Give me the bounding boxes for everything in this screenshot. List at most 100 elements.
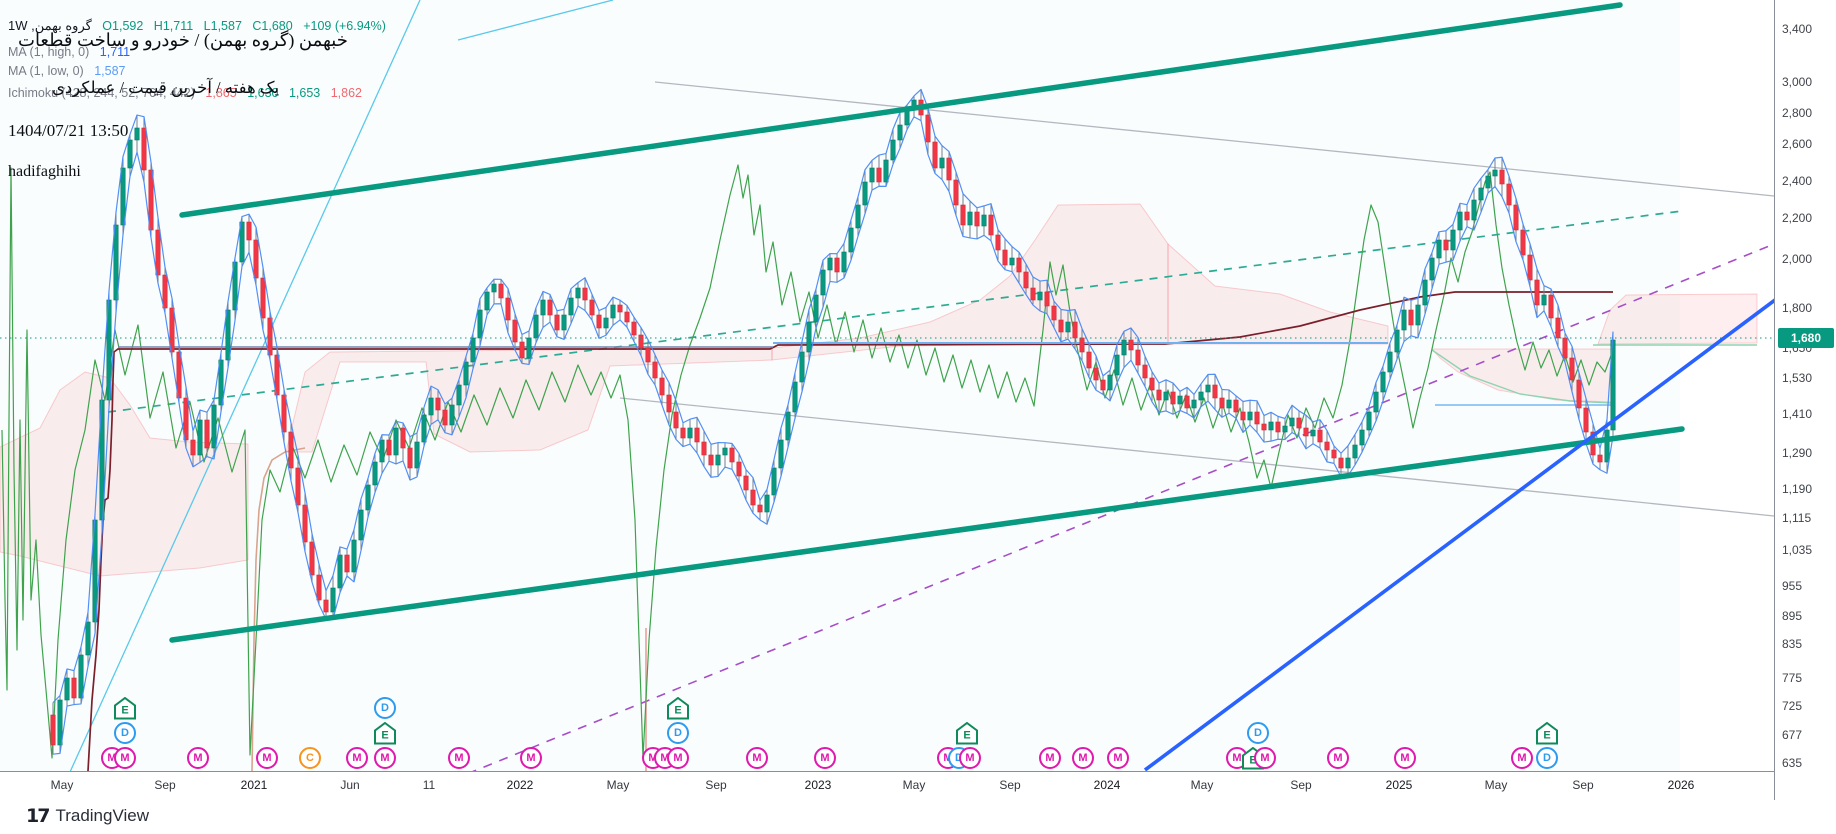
earnings-badge-e[interactable]: E bbox=[1536, 721, 1558, 745]
marker-badge-m[interactable]: M bbox=[346, 747, 368, 769]
candle-up bbox=[211, 404, 217, 449]
marker-badge-c[interactable]: C bbox=[299, 747, 321, 769]
circle-badge-icon: C bbox=[299, 747, 321, 769]
circle-badge-icon: M bbox=[256, 747, 278, 769]
time-tick-month: 11 bbox=[422, 778, 436, 792]
candle-down bbox=[519, 341, 525, 359]
circle-badge-icon: M bbox=[448, 747, 470, 769]
marker-badge-m[interactable]: M bbox=[1511, 747, 1533, 769]
marker-badge-m[interactable]: M bbox=[520, 747, 542, 769]
earnings-badge-e[interactable]: E bbox=[114, 696, 136, 720]
marker-badge-m[interactable]: M bbox=[187, 747, 209, 769]
legend-symbol-row[interactable]: گروه بهمن, 1W O1,592 H1,711 L1,587 C1,68… bbox=[8, 18, 386, 34]
circle-badge-icon: M bbox=[114, 747, 136, 769]
candle-down bbox=[547, 299, 553, 316]
candle-down bbox=[1219, 397, 1225, 409]
candle-down bbox=[953, 179, 959, 206]
marker-badge-m[interactable]: M bbox=[448, 747, 470, 769]
candle-down bbox=[1030, 287, 1036, 301]
candle-up bbox=[1065, 321, 1071, 333]
marker-badge-m[interactable]: M bbox=[814, 747, 836, 769]
candle-down bbox=[1499, 169, 1505, 185]
candle-down bbox=[946, 157, 952, 181]
candle-up bbox=[351, 539, 357, 573]
pentagon-badge-icon: E bbox=[1536, 721, 1558, 745]
dividend-badge-d[interactable]: D bbox=[374, 697, 396, 719]
legend-ma-high-row[interactable]: MA (1, high, 0) 1,711 bbox=[8, 45, 130, 59]
candle-up bbox=[610, 304, 616, 319]
legend-ma-low-row[interactable]: MA (1, low, 0) 1,587 bbox=[8, 64, 126, 78]
candle-down bbox=[680, 427, 686, 439]
candle-down bbox=[1002, 249, 1008, 266]
earnings-badge-e[interactable]: E bbox=[956, 721, 978, 745]
candle-down bbox=[1317, 429, 1323, 443]
time-axis[interactable]: May Sep 2021 Jun 11 2022 May Sep 2023 May Sep 2024 M… bbox=[0, 771, 1774, 802]
candle-down bbox=[666, 394, 672, 413]
marker-badge-m[interactable]: M bbox=[1039, 747, 1061, 769]
candle-down bbox=[141, 127, 147, 171]
circle-badge-icon: D bbox=[114, 722, 136, 744]
candle-up bbox=[1604, 429, 1610, 463]
candle-down bbox=[743, 475, 749, 491]
ma-high-line bbox=[52, 88, 1614, 704]
candle-up bbox=[1359, 429, 1365, 446]
candle-up bbox=[1310, 429, 1316, 437]
candle-down bbox=[673, 411, 679, 429]
price-axis[interactable]: 3,400 3,000 2,800 2,600 2,400 2,200 2,000 1,800… bbox=[1774, 0, 1836, 800]
marker-badge-m[interactable]: M bbox=[114, 747, 136, 769]
price-tick: 3,400 bbox=[1782, 22, 1813, 36]
candle-up bbox=[239, 221, 245, 263]
candle-up bbox=[337, 554, 343, 589]
circle-badge-icon: D bbox=[667, 722, 689, 744]
price-tick: 1,035 bbox=[1782, 543, 1813, 557]
candle-up bbox=[477, 309, 483, 339]
marker-badge-m[interactable]: M bbox=[256, 747, 278, 769]
marker-badge-m[interactable]: M bbox=[1107, 747, 1129, 769]
candle-up bbox=[715, 454, 721, 466]
marker-badge-m[interactable]: M bbox=[1254, 747, 1276, 769]
marker-badge-m[interactable]: M bbox=[1394, 747, 1416, 769]
candle-up bbox=[421, 414, 427, 443]
candle-down bbox=[617, 304, 623, 313]
time-tick-month: Sep bbox=[999, 778, 1021, 792]
candle-down bbox=[281, 394, 287, 433]
tradingview-logo[interactable]: 17 TradingView bbox=[26, 805, 149, 827]
marker-badge-m[interactable]: M bbox=[746, 747, 768, 769]
candle-down bbox=[1576, 379, 1582, 409]
dividend-badge-d[interactable]: D bbox=[1247, 722, 1269, 744]
cloud-area-2 bbox=[771, 203, 1169, 361]
candle-up bbox=[1485, 175, 1491, 189]
marker-badge-m[interactable]: M bbox=[667, 747, 689, 769]
price-tick: 1,410 bbox=[1782, 407, 1813, 421]
candle-up bbox=[603, 317, 609, 329]
candle-down bbox=[344, 554, 350, 573]
candle-up bbox=[1282, 425, 1288, 433]
marker-badge-m[interactable]: M bbox=[959, 747, 981, 769]
dividend-badge-d[interactable]: D bbox=[1536, 747, 1558, 769]
svg-text:E: E bbox=[121, 705, 128, 717]
marker-badge-m[interactable]: M bbox=[1327, 747, 1349, 769]
dividend-badge-d[interactable]: D bbox=[667, 722, 689, 744]
ichimoku-value-4: 1,862 bbox=[330, 86, 362, 100]
price-tick: 2,400 bbox=[1782, 174, 1813, 188]
earnings-badge-e[interactable]: E bbox=[374, 721, 396, 745]
candle-up bbox=[1366, 411, 1372, 431]
candle-up bbox=[127, 139, 133, 169]
candle-up bbox=[813, 294, 819, 323]
circle-badge-icon: M bbox=[1107, 747, 1129, 769]
dividend-badge-d[interactable]: D bbox=[114, 722, 136, 744]
svg-text:E: E bbox=[381, 730, 388, 742]
circle-badge-icon: M bbox=[520, 747, 542, 769]
marker-badge-m[interactable]: M bbox=[374, 747, 396, 769]
candle-up bbox=[967, 211, 973, 226]
earnings-badge-e[interactable]: E bbox=[667, 696, 689, 720]
candle-up bbox=[1163, 391, 1169, 401]
green-indicator-line bbox=[1, 164, 1614, 759]
marker-badge-m[interactable]: M bbox=[1072, 747, 1094, 769]
candle-down bbox=[1597, 454, 1603, 463]
legend-ichimoku-row[interactable]: Ichimoku (428, 244, 52, 764, 442) 1,865 … bbox=[8, 86, 362, 100]
candle-down bbox=[708, 454, 714, 466]
candle-up bbox=[1541, 294, 1547, 306]
candle-down bbox=[1023, 271, 1029, 289]
